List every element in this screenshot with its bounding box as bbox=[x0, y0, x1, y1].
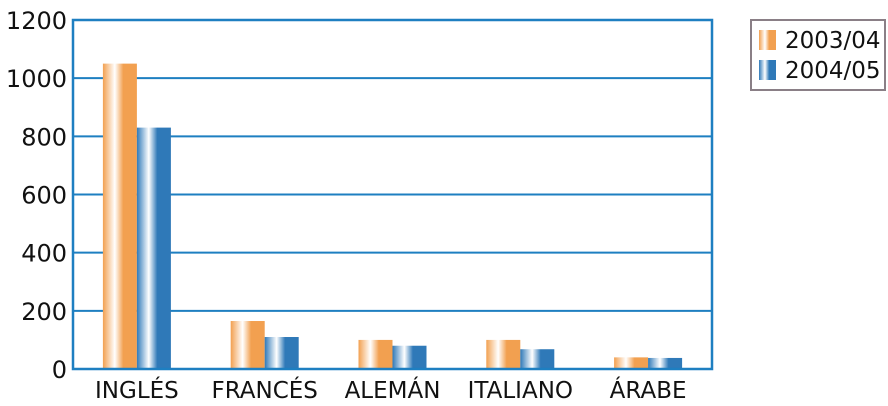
bar-2-4 bbox=[520, 349, 555, 369]
bar-1-4 bbox=[486, 339, 521, 369]
bar-1-5 bbox=[614, 357, 649, 369]
bar-2-1 bbox=[136, 127, 171, 369]
bar-1-2 bbox=[230, 321, 265, 369]
bar-2-3 bbox=[392, 345, 427, 369]
y-tick-label: 400 bbox=[21, 240, 67, 268]
bar-1-1 bbox=[102, 63, 137, 369]
y-axis-tick-labels: 0 200 400 600 800 1000 1200 bbox=[6, 7, 67, 384]
y-tick-label: 1000 bbox=[6, 65, 67, 93]
legend: 2003/04 2004/05 bbox=[750, 19, 886, 91]
legend-label: 2003/04 bbox=[785, 28, 881, 54]
x-tick-label: ITALIANO bbox=[468, 378, 573, 402]
x-tick-label: ALEMÁN bbox=[345, 376, 441, 402]
legend-label: 2004/05 bbox=[785, 58, 881, 84]
y-tick-label: 0 bbox=[52, 356, 67, 384]
legend-swatch bbox=[759, 30, 776, 50]
y-tick-label: 800 bbox=[21, 123, 67, 151]
plot-border bbox=[71, 18, 714, 371]
y-tick-label: 1200 bbox=[6, 7, 67, 35]
plot-frame bbox=[71, 18, 714, 371]
x-tick-label: INGLÉS bbox=[95, 376, 179, 402]
bars bbox=[102, 63, 683, 369]
bar-2-2 bbox=[264, 337, 299, 369]
x-axis-tick-labels: INGLÉS FRANCÉS ALEMÁN ITALIANO ÁRABE bbox=[95, 376, 687, 404]
y-tick-label: 600 bbox=[21, 182, 67, 210]
x-tick-label: ÁRABE bbox=[610, 376, 687, 402]
y-tick-label: 200 bbox=[21, 298, 67, 326]
bar-1-3 bbox=[358, 339, 393, 369]
x-tick-label: FRANCÉS bbox=[211, 376, 317, 402]
legend-swatch bbox=[759, 60, 776, 80]
gridlines bbox=[73, 77, 712, 312]
bar-2-5 bbox=[648, 357, 683, 369]
